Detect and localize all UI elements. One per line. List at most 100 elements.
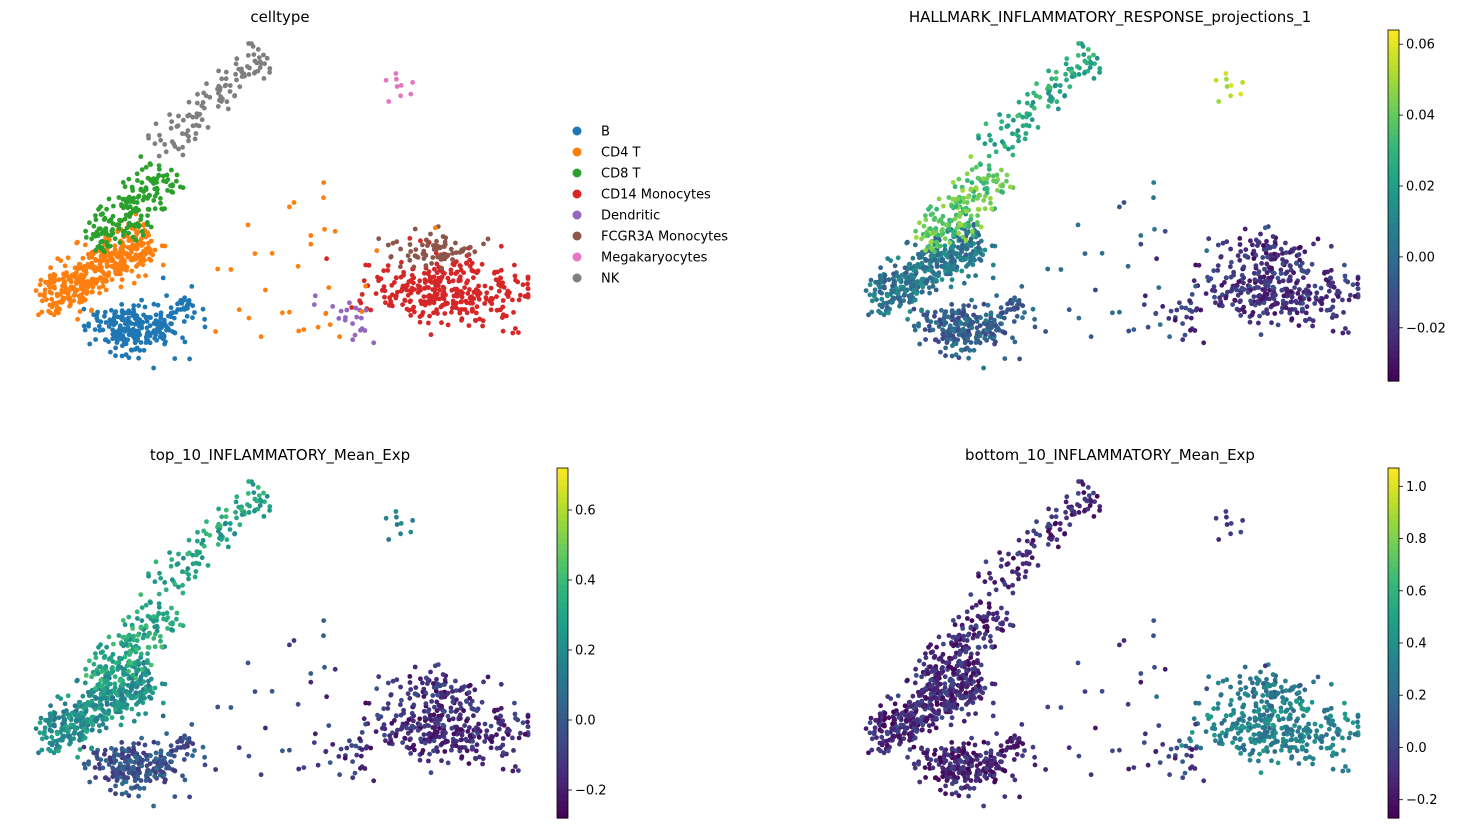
data-point [166,313,171,319]
data-point [1240,306,1245,312]
data-point [37,720,43,726]
data-point [469,306,475,312]
data-point [441,244,446,249]
data-point [977,256,982,262]
data-point [130,332,136,338]
data-point [201,105,207,111]
data-point [174,124,180,129]
data-point [110,695,116,700]
data-point [1093,287,1098,293]
data-point [151,198,157,203]
data-point [144,325,150,331]
data-point [940,336,946,342]
data-point [91,223,97,229]
colorbar-segment [557,742,568,749]
data-point [498,275,504,281]
colorbar-tick-label: 0.06 [1406,38,1435,53]
data-point [1231,272,1236,278]
data-point [176,551,181,557]
data-point [227,89,233,94]
data-point [201,543,207,549]
data-point [454,286,459,292]
data-point [1343,277,1348,283]
colorbar-segment [1388,47,1399,54]
data-point [200,744,206,750]
data-point [1232,297,1238,303]
data-point [969,167,975,173]
data-point [54,304,60,310]
data-point [934,206,939,212]
data-point [153,121,159,127]
data-point [153,559,159,565]
data-point [72,703,78,709]
data-point [108,787,113,793]
data-point [426,320,431,326]
data-point [48,265,53,271]
data-point [350,337,356,343]
data-point [110,327,115,333]
data-point [975,213,980,219]
data-point [37,292,43,298]
colorbar-segment [1388,240,1399,248]
data-point [1131,327,1137,332]
data-point [482,283,488,289]
data-point [100,649,105,655]
data-point [1306,296,1312,302]
data-point [1310,323,1315,329]
data-point [158,200,163,206]
data-point [399,726,405,731]
data-point [184,751,190,757]
colorbar-segment [557,608,568,615]
data-point [1085,47,1091,52]
data-point [267,70,272,75]
data-point [128,321,134,326]
data-point [245,660,251,666]
data-point [58,696,64,701]
data-point [156,153,162,159]
data-point [886,310,891,316]
data-point [382,294,387,300]
data-point [1067,84,1073,90]
colorbar-segment [557,637,568,644]
data-point [267,508,272,513]
data-point [1007,184,1013,190]
data-point [115,314,121,320]
legend-label: CD4 T [601,146,640,161]
data-point [126,770,132,776]
data-point [200,306,206,312]
data-point [180,131,185,137]
data-point [128,660,134,666]
data-point [347,300,352,306]
data-point [39,298,45,304]
data-point [500,328,506,334]
data-point [342,755,348,761]
data-point [439,703,444,709]
data-point [971,661,976,666]
data-point [336,316,342,321]
colorbar-segment [1388,70,1399,78]
data-point [1280,257,1285,262]
data-point [86,323,91,329]
data-point [368,745,374,751]
colorbar-segment [557,724,568,732]
data-point [458,278,463,283]
data-point [930,283,936,289]
data-point [77,699,83,705]
data-point [1020,123,1026,129]
data-point [953,204,959,210]
colorbar-segment [557,654,568,662]
data-point [128,785,134,791]
data-point [155,302,161,308]
data-point [181,736,187,741]
data-point [94,278,99,283]
data-point [999,167,1004,173]
data-point [1023,131,1029,136]
data-point [1264,307,1269,313]
data-point [949,715,955,721]
data-point [139,325,145,331]
data-point [913,673,919,678]
data-point [969,297,974,303]
data-point [89,236,94,242]
data-point [136,711,141,717]
data-point [1315,236,1321,242]
